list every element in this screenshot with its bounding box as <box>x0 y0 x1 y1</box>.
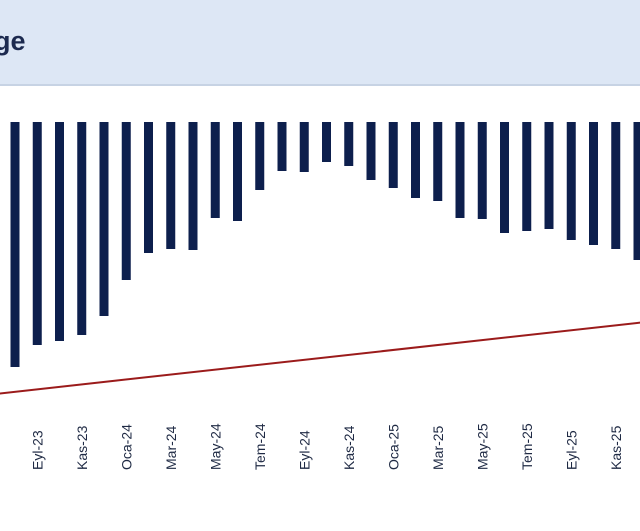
chart-header: ge <box>0 0 640 86</box>
bar-Kas-24 <box>344 122 354 166</box>
bars-group <box>10 122 640 367</box>
bar-Eyl-23 <box>32 122 42 345</box>
bar-Ara-25 <box>633 122 640 260</box>
bar-Tem-24 <box>255 122 265 190</box>
bar-Eyl-25 <box>566 122 576 240</box>
bar-May-25 <box>477 122 487 219</box>
x-tick-label: Eyl-23 <box>29 430 45 470</box>
bar-Kas-25 <box>611 122 621 249</box>
bar-Nis-25 <box>455 122 465 218</box>
x-tick-label: Oca-24 <box>118 424 134 470</box>
x-tick-label: Oca-25 <box>385 424 401 470</box>
bar-Eki-25 <box>589 122 598 245</box>
x-axis-labels: Eyl-23 Kas-23 Oca-24 Mar-24 May-24 Tem-24 Eyl-… <box>29 423 624 470</box>
x-tick-label: Kas-25 <box>608 425 624 470</box>
x-tick-label: Kas-24 <box>341 425 357 470</box>
x-tick-label: Kas-23 <box>74 425 90 470</box>
x-tick-label: Eyl-25 <box>563 430 579 470</box>
bar-Haz-24 <box>233 122 242 221</box>
bar-Şub-25 <box>411 122 420 198</box>
bar-Şub-24 <box>144 122 153 253</box>
bar-Oca-25 <box>388 122 398 188</box>
bar-Eyl-24 <box>299 122 309 172</box>
bar-Haz-25 <box>500 122 509 233</box>
bar-Ara-24 <box>366 122 376 180</box>
trend-line <box>0 321 640 395</box>
chart-title: ge <box>0 26 26 56</box>
bar-Mar-24 <box>166 122 176 249</box>
x-tick-label: May-24 <box>207 423 223 470</box>
bar-Ara-23 <box>99 122 109 316</box>
bar-Eki-23 <box>55 122 64 341</box>
bar-Oca-24 <box>121 122 131 280</box>
x-tick-label: Tem-24 <box>252 423 268 470</box>
x-tick-label: Mar-25 <box>430 425 446 470</box>
bar-Ağu-23 <box>10 122 20 367</box>
bar-Kas-23 <box>77 122 87 335</box>
bar-Nis-24 <box>188 122 198 250</box>
x-tick-label: Tem-25 <box>519 423 535 470</box>
bar-Tem-25 <box>522 122 532 231</box>
x-tick-label: Mar-24 <box>163 425 179 470</box>
x-tick-label: May-25 <box>474 423 490 470</box>
bar-Ağu-24 <box>277 122 287 171</box>
x-tick-label: Eyl-24 <box>296 430 312 470</box>
bar-May-24 <box>210 122 220 218</box>
bar-Ağu-25 <box>544 122 554 229</box>
bar-Eki-24 <box>322 122 331 162</box>
bar-Mar-25 <box>433 122 443 201</box>
